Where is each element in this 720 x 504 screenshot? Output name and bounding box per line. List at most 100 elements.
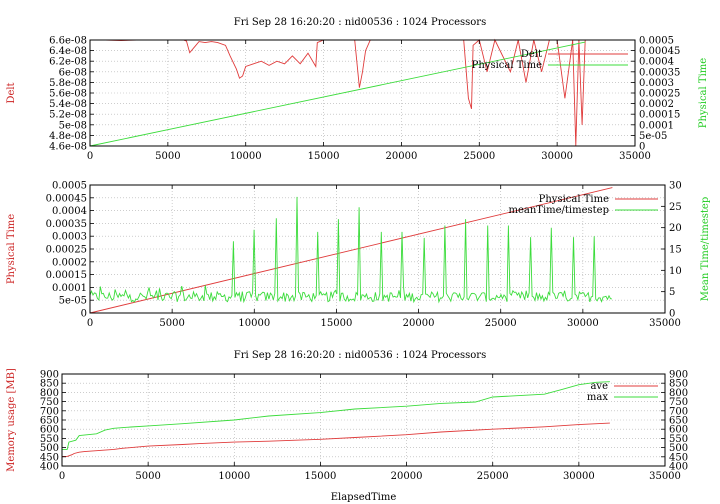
- y-tick-label: 0.0001: [52, 283, 87, 294]
- y-tick-label: 450: [40, 452, 59, 463]
- y2-tick-label: 400: [669, 462, 688, 473]
- y2-tick-label: 10: [669, 266, 682, 277]
- y-tick-label: 800: [40, 388, 59, 399]
- x-tick-label: 20000: [386, 151, 418, 162]
- x-tick-label: 10000: [238, 318, 270, 329]
- x-tick-label: 0: [59, 471, 65, 482]
- x-tick-label: 10000: [230, 151, 262, 162]
- y-tick-label: 500: [40, 443, 59, 454]
- y-tick-label: 0.00025: [46, 245, 87, 256]
- series-line-meantime-timestep: [89, 196, 612, 304]
- y-tick-label: 6e-08: [59, 67, 87, 78]
- y2-tick-label: 850: [669, 379, 688, 390]
- x-tick-label: 5000: [155, 151, 180, 162]
- y2-tick-label: 0.0003: [639, 78, 674, 89]
- y-tick-label: 0.0005: [52, 181, 87, 192]
- y-tick-label: 650: [40, 416, 59, 427]
- y2-tick-label: 800: [669, 388, 688, 399]
- y2-tick-label: 5: [669, 287, 675, 298]
- x-tick-label: 35000: [649, 318, 681, 329]
- y2-tick-label: 500: [669, 443, 688, 454]
- y-tick-label: 0.0002: [52, 257, 87, 268]
- x-tick-label: 35000: [619, 151, 651, 162]
- y-tick-label: 850: [40, 379, 59, 390]
- series-line-physical-time: [89, 187, 613, 314]
- x-tick-label: 0: [87, 318, 93, 329]
- x-tick-label: 15000: [305, 471, 337, 482]
- y-tick-label: 5.2e-08: [49, 110, 87, 121]
- y2-tick-label: 700: [669, 406, 688, 417]
- y-tick-label: 700: [40, 406, 59, 417]
- y2-tick-label: 0.0004: [639, 57, 674, 68]
- y2-tick-label: 0.00025: [639, 89, 680, 100]
- y-tick-label: 6.2e-08: [49, 57, 87, 68]
- y2-tick-label: 25: [669, 202, 682, 213]
- x-tick-label: 25000: [463, 151, 495, 162]
- y-tick-label: 0.00015: [46, 270, 87, 281]
- legend-label: Delt: [521, 49, 542, 60]
- x-tick-label: 10000: [218, 471, 250, 482]
- legend-label: ave: [590, 381, 608, 392]
- x-tick-label: 0: [87, 151, 93, 162]
- y-tick-label: 750: [40, 397, 59, 408]
- y-tick-label: 5.6e-08: [49, 89, 87, 100]
- y-axis-label: Memory usage [MB]: [6, 368, 17, 472]
- x-tick-label: 20000: [391, 471, 423, 482]
- y2-tick-label: 900: [669, 370, 688, 381]
- y-tick-label: 400: [40, 462, 59, 473]
- y-tick-label: 4.6e-08: [49, 142, 87, 153]
- y2-tick-label: 450: [669, 452, 688, 463]
- chart-panel-1: [89, 38, 636, 147]
- y2-tick-label: 750: [669, 397, 688, 408]
- x-tick-label: 5000: [159, 318, 184, 329]
- series-line-physical-time: [89, 41, 586, 147]
- y2-tick-label: 550: [669, 434, 688, 445]
- y-axis-label: Physical Time: [6, 214, 17, 284]
- y2-tick-label: 0.0005: [639, 36, 674, 47]
- x-tick-label: 30000: [541, 151, 573, 162]
- y-tick-label: 0.00035: [46, 219, 87, 230]
- legend-label: Physical Time: [472, 60, 542, 71]
- chart-panel-2: [89, 184, 666, 314]
- y-tick-label: 5e-05: [59, 296, 87, 307]
- series-line-ave: [62, 422, 610, 457]
- x-tick-label: 30000: [567, 318, 599, 329]
- y-tick-label: 600: [40, 425, 59, 436]
- y2-tick-label: 0.00035: [639, 67, 680, 78]
- y-tick-label: 900: [40, 370, 59, 381]
- series-line-max: [62, 381, 610, 450]
- y-tick-label: 0.0004: [52, 206, 87, 217]
- x-tick-label: 30000: [563, 471, 595, 482]
- y2-tick-label: 0: [669, 309, 675, 320]
- y2-tick-label: 0.00045: [639, 46, 680, 57]
- y2-axis-label: Mean Time/timestep: [700, 197, 711, 301]
- y2-tick-label: 0.00015: [639, 110, 680, 121]
- x-axis-label: ElapsedTime: [331, 492, 397, 503]
- chart-panel-3: [61, 373, 666, 467]
- legend-label: Physical Time: [539, 194, 609, 205]
- legend-label: max: [587, 392, 608, 403]
- y2-tick-label: 5e-05: [639, 131, 667, 142]
- y-tick-label: 6.4e-08: [49, 46, 87, 57]
- y-tick-label: 0.0003: [52, 232, 87, 243]
- y2-axis-label: Physical Time: [698, 58, 709, 128]
- y-tick-label: 5.8e-08: [49, 78, 87, 89]
- x-tick-label: 35000: [649, 471, 681, 482]
- y-tick-label: 0: [81, 309, 87, 320]
- y-axis-label: Delt: [6, 82, 17, 103]
- x-tick-label: 5000: [135, 471, 160, 482]
- y2-tick-label: 20: [669, 223, 682, 234]
- y-tick-label: 6.6e-08: [49, 36, 87, 47]
- x-tick-label: 15000: [321, 318, 353, 329]
- x-tick-label: 15000: [308, 151, 340, 162]
- legend-label: meanTime/timestep: [508, 205, 609, 216]
- chart-title: Fri Sep 28 16:20:20 : nid00536 : 1024 Pr…: [234, 350, 486, 361]
- x-tick-label: 25000: [485, 318, 517, 329]
- y2-tick-label: 650: [669, 416, 688, 427]
- y2-tick-label: 600: [669, 425, 688, 436]
- y-tick-label: 0.00045: [46, 193, 87, 204]
- y-tick-label: 550: [40, 434, 59, 445]
- x-tick-label: 20000: [403, 318, 435, 329]
- y2-tick-label: 15: [669, 245, 682, 256]
- y2-tick-label: 0.0001: [639, 120, 674, 131]
